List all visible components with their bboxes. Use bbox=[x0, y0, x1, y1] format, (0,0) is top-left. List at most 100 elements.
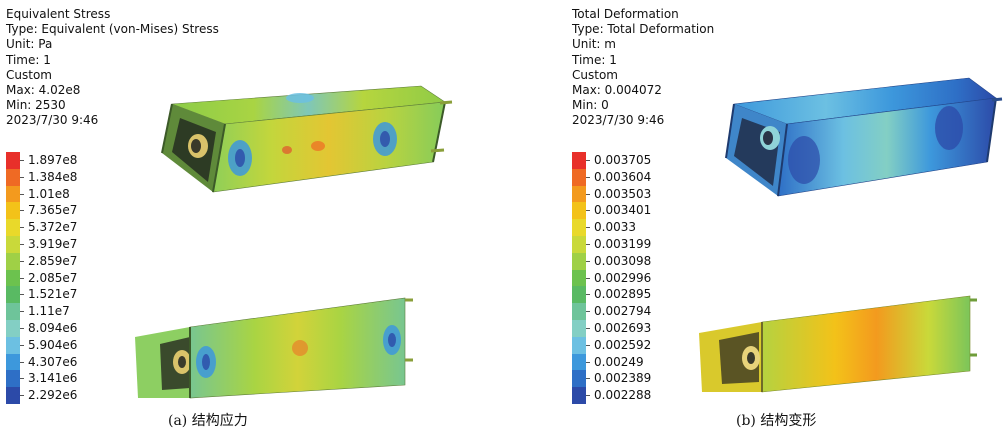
legend-swatch bbox=[6, 336, 20, 354]
legend-value-label: 0.00249 bbox=[594, 354, 644, 369]
legend-swatch bbox=[572, 286, 586, 304]
legend-tick bbox=[586, 227, 590, 229]
stress-lower-box bbox=[135, 297, 413, 399]
legend-tick bbox=[586, 294, 590, 296]
stress-upper-box bbox=[161, 85, 453, 193]
legend-tick bbox=[586, 327, 590, 329]
legend-value-label: 0.0033 bbox=[594, 220, 636, 235]
total-deformation-panel: Total Deformation Type: Total Deformatio… bbox=[504, 0, 1007, 431]
legend-tick bbox=[20, 210, 24, 212]
legend-swatch bbox=[572, 235, 586, 253]
legend-tick bbox=[586, 344, 590, 346]
legend-swatch bbox=[6, 185, 20, 203]
legend-tick bbox=[20, 395, 24, 397]
stress-result-header: Equivalent Stress Type: Equivalent (von-… bbox=[6, 7, 219, 129]
legend-value-label: 1.01e8 bbox=[28, 186, 70, 201]
legend-tick bbox=[586, 395, 590, 397]
result-time: Time: 1 bbox=[572, 52, 617, 67]
legend-value-label: 1.897e8 bbox=[28, 153, 78, 167]
legend-tick bbox=[586, 277, 590, 279]
result-type: Type: Total Deformation bbox=[572, 22, 715, 37]
legend-tick bbox=[20, 277, 24, 279]
equivalent-stress-panel: Equivalent Stress Type: Equivalent (von-… bbox=[0, 0, 503, 431]
legend-swatch bbox=[6, 202, 20, 220]
legend-swatch bbox=[572, 353, 586, 371]
legend-tick bbox=[586, 260, 590, 262]
legend-tick bbox=[20, 327, 24, 329]
legend-tick bbox=[20, 378, 24, 380]
legend-value-label: 0.003098 bbox=[594, 253, 652, 268]
legend-tick bbox=[20, 176, 24, 178]
legend-tick bbox=[20, 260, 24, 262]
result-custom: Custom bbox=[572, 67, 618, 82]
deformation-figure-caption: (b) 结构变形 bbox=[736, 413, 817, 429]
legend-value-label: 0.002288 bbox=[594, 388, 652, 403]
stress-figure-caption: (a) 结构应力 bbox=[168, 413, 248, 429]
result-title: Total Deformation bbox=[572, 7, 679, 21]
legend-value-label: 2.085e7 bbox=[28, 270, 78, 285]
legend-value-label: 5.372e7 bbox=[28, 220, 78, 235]
legend-tick bbox=[586, 361, 590, 363]
legend-swatch bbox=[6, 235, 20, 253]
legend-tick bbox=[586, 176, 590, 178]
legend-swatch bbox=[6, 152, 20, 169]
legend-swatch bbox=[572, 152, 586, 169]
result-min: Min: 2530 bbox=[6, 98, 66, 113]
legend-value-label: 0.003199 bbox=[594, 236, 652, 251]
legend-swatch bbox=[572, 336, 586, 354]
legend-swatch bbox=[572, 202, 586, 220]
result-type: Type: Equivalent (von-Mises) Stress bbox=[6, 22, 219, 37]
legend-value-label: 3.919e7 bbox=[28, 236, 78, 251]
legend-value-label: 2.292e6 bbox=[28, 388, 78, 403]
legend-tick bbox=[586, 243, 590, 245]
result-time: Time: 1 bbox=[6, 52, 51, 67]
legend-value-label: 2.859e7 bbox=[28, 253, 78, 268]
legend-swatch bbox=[572, 269, 586, 287]
result-title: Equivalent Stress bbox=[6, 7, 111, 21]
legend-value-label: 0.002389 bbox=[594, 371, 652, 386]
legend-value-label: 1.11e7 bbox=[28, 304, 70, 319]
legend-swatch bbox=[6, 319, 20, 337]
result-unit: Unit: m bbox=[572, 37, 616, 52]
result-date: 2023/7/30 9:46 bbox=[572, 113, 665, 128]
legend-swatch bbox=[6, 387, 20, 404]
result-unit: Unit: Pa bbox=[6, 37, 53, 52]
deformation-result-header: Total Deformation Type: Total Deformatio… bbox=[572, 7, 714, 129]
legend-value-label: 3.141e6 bbox=[28, 371, 78, 386]
legend-tick bbox=[586, 160, 590, 161]
legend-tick bbox=[20, 311, 24, 313]
result-date: 2023/7/30 9:46 bbox=[6, 113, 99, 128]
legend-swatch bbox=[6, 286, 20, 304]
legend-value-label: 0.003401 bbox=[594, 203, 652, 218]
legend-swatch bbox=[572, 252, 586, 270]
result-custom: Custom bbox=[6, 67, 52, 82]
deformation-model-views bbox=[699, 77, 1003, 393]
legend-value-label: 0.002794 bbox=[594, 304, 652, 319]
legend-tick bbox=[586, 311, 590, 313]
legend-tick bbox=[20, 294, 24, 296]
legend-swatch bbox=[572, 303, 586, 320]
legend-tick bbox=[586, 378, 590, 380]
legend-value-label: 0.002592 bbox=[594, 337, 652, 352]
deformation-lower-box bbox=[699, 295, 977, 393]
legend-swatch bbox=[572, 219, 586, 236]
legend-value-label: 0.003604 bbox=[594, 169, 652, 184]
legend-tick bbox=[20, 344, 24, 346]
legend-tick bbox=[20, 193, 24, 195]
legend-tick bbox=[20, 243, 24, 245]
stress-model-views bbox=[135, 85, 453, 399]
legend-swatch bbox=[6, 168, 20, 186]
legend-swatch bbox=[572, 185, 586, 203]
legend-value-label: 0.003503 bbox=[594, 186, 652, 201]
legend-value-label: 0.002996 bbox=[594, 270, 652, 285]
legend-swatch bbox=[572, 168, 586, 186]
legend-swatch bbox=[6, 252, 20, 270]
result-max: Max: 4.02e8 bbox=[6, 82, 81, 97]
legend-value-label: 8.094e6 bbox=[28, 320, 78, 335]
legend-swatch bbox=[572, 387, 586, 404]
result-max: Max: 0.004072 bbox=[572, 82, 662, 97]
legend-value-label: 0.003705 bbox=[594, 153, 652, 167]
legend-swatch bbox=[572, 370, 586, 388]
legend-tick bbox=[20, 160, 24, 161]
legend-value-label: 5.904e6 bbox=[28, 337, 78, 352]
